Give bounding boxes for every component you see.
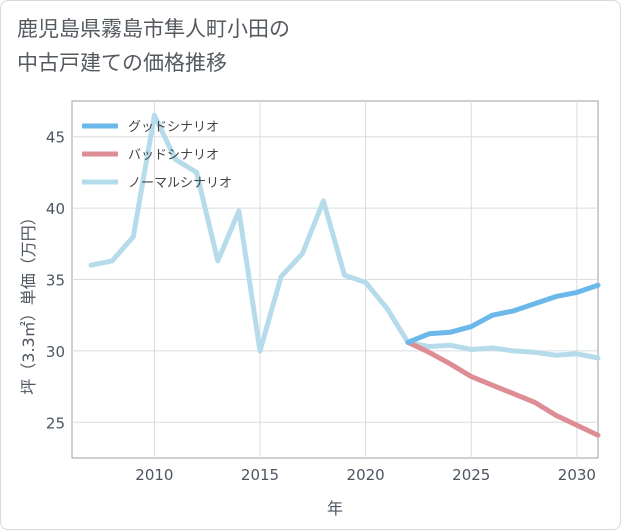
- series-lines: [88, 112, 601, 438]
- x-tick-label-2020: 2020: [347, 466, 385, 484]
- x-tick-label-2025: 2025: [452, 466, 490, 484]
- x-tick-label-2010: 2010: [135, 466, 173, 484]
- series-line-3: [88, 112, 601, 361]
- series-line-1: [405, 282, 601, 345]
- chart-title-line-2: 中古戸建ての価格推移: [17, 51, 227, 75]
- legend-label-2: バッドシナリオ: [128, 148, 219, 163]
- y-tick-label-35: 35: [46, 272, 65, 290]
- y-tick-label-45: 45: [46, 129, 65, 147]
- y-axis-tick-labels: 25 30 35 40 45: [46, 129, 65, 433]
- chart-title: 鹿児島県霧島市隼人町小田の 中古戸建ての価格推移: [17, 12, 290, 80]
- x-tick-label-2030: 2030: [558, 466, 596, 484]
- y-tick-label-30: 30: [46, 343, 65, 361]
- y-tick-label-40: 40: [46, 200, 65, 218]
- y-tick-label-25: 25: [46, 414, 65, 432]
- x-tick-label-2015: 2015: [241, 466, 279, 484]
- series-line-2: [405, 339, 601, 438]
- y-axis-label: 坪（3.3㎡）単価（万円）: [19, 209, 38, 394]
- legend-label-3: ノーマルシナリオ: [128, 176, 232, 191]
- x-axis-label: 年: [327, 499, 343, 518]
- x-axis-tick-labels: 2010 2015 2020 2025 2030: [135, 466, 596, 484]
- legend-label-1: グッドシナリオ: [128, 120, 219, 135]
- chart-title-line-1: 鹿児島県霧島市隼人町小田の: [17, 17, 290, 41]
